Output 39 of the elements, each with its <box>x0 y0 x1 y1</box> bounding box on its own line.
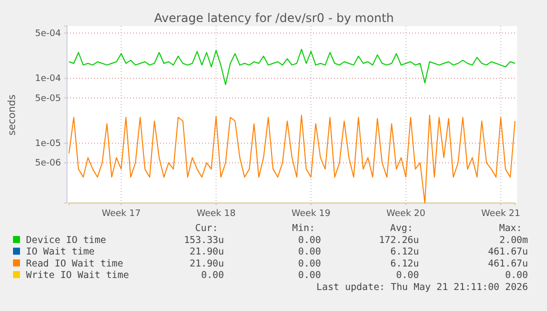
text: Last update: Thu May 21 21:11:00 2026 <box>316 282 528 293</box>
text: 172.26u <box>378 235 419 246</box>
text: 0.00 <box>298 235 322 246</box>
chart-title: Average latency for /dev/sr0 - by month <box>154 11 394 25</box>
text: 461.67u <box>488 246 528 258</box>
text: 0.00 <box>505 270 528 282</box>
text: 0.00 <box>396 270 420 282</box>
line-series <box>68 114 516 204</box>
line-series <box>68 48 516 86</box>
legend-label: Write IO Wait time <box>26 270 130 282</box>
x-tick-label: Week 19 <box>291 209 331 220</box>
text: Max: <box>499 223 522 234</box>
text: 0.00 <box>298 246 322 258</box>
text: 6.12u <box>390 258 419 270</box>
legend-label: IO Wait time <box>26 246 95 258</box>
text: 0.00 <box>298 258 322 270</box>
y-tick-label: 5e-05 <box>35 94 61 104</box>
legend-label: Read IO Wait time <box>26 258 124 270</box>
x-tick-label: Week 21 <box>481 209 520 220</box>
y-tick-label: 1e-05 <box>35 139 61 150</box>
text: Min: <box>292 223 315 234</box>
text: 21.90u <box>190 246 224 258</box>
text: Avg: <box>390 223 413 234</box>
y-tick-label: 5e-04 <box>35 28 62 39</box>
text: 461.67u <box>488 258 528 270</box>
text: 6.12u <box>390 246 419 258</box>
text: Cur: <box>195 223 218 234</box>
y-tick-label: 1e-04 <box>35 74 62 84</box>
y-axis-title: seconds <box>7 94 18 136</box>
x-tick-label: Week 20 <box>386 209 426 220</box>
legend-label: Device IO time <box>26 235 106 246</box>
text: 21.90u <box>190 258 224 270</box>
y-tick-label: 5e-06 <box>35 158 62 169</box>
x-tick-label: Week 17 <box>102 209 141 220</box>
text: 153.33u <box>184 235 224 246</box>
text: 0.00 <box>298 270 322 282</box>
text: 2.00m <box>499 235 528 246</box>
x-tick-label: Week 18 <box>196 209 236 220</box>
text: 0.00 <box>201 270 224 282</box>
